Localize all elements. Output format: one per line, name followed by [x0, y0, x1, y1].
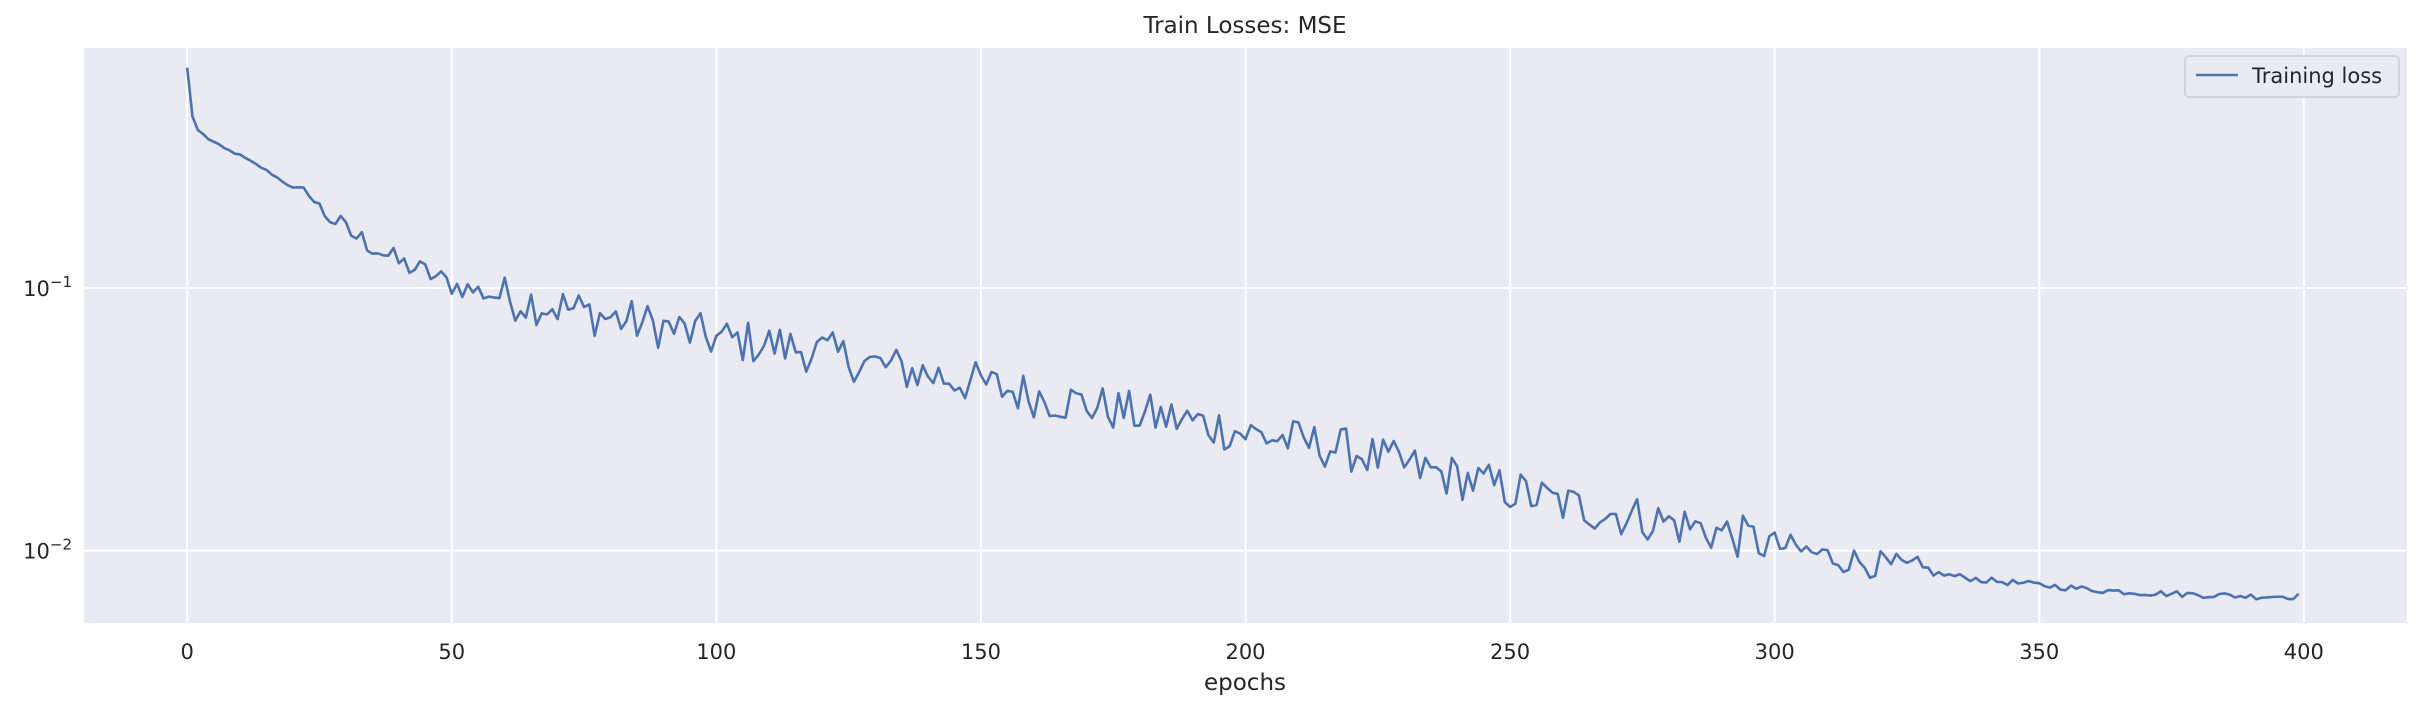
legend-box	[2184, 55, 2400, 98]
x-tick-label: 400	[2284, 640, 2324, 664]
y-tick-label: 10−2	[23, 536, 72, 564]
tick-labels: 0 50 100 150 200 250 300 350 400 10−1 10−2	[23, 273, 2324, 664]
x-tick-label: 350	[2019, 640, 2059, 664]
x-tick-label: 250	[1490, 640, 1530, 664]
y-tick-label: 10−1	[23, 273, 72, 301]
series-layer	[185, 67, 2300, 601]
x-tick-label: 50	[438, 640, 465, 664]
legend-label-training-loss: Training loss	[2251, 64, 2382, 88]
legend: Training loss	[2184, 55, 2400, 98]
x-tick-label: 200	[1225, 640, 1265, 664]
x-axis-label: epochs	[1204, 670, 1286, 696]
x-tick-label: 100	[696, 640, 736, 664]
x-tick-label: 150	[961, 640, 1001, 664]
chart-title: Train Losses: MSE	[1142, 13, 1346, 39]
series-line-training-loss	[185, 67, 2300, 601]
x-tick-label: 0	[180, 640, 193, 664]
x-tick-label: 300	[1755, 640, 1795, 664]
